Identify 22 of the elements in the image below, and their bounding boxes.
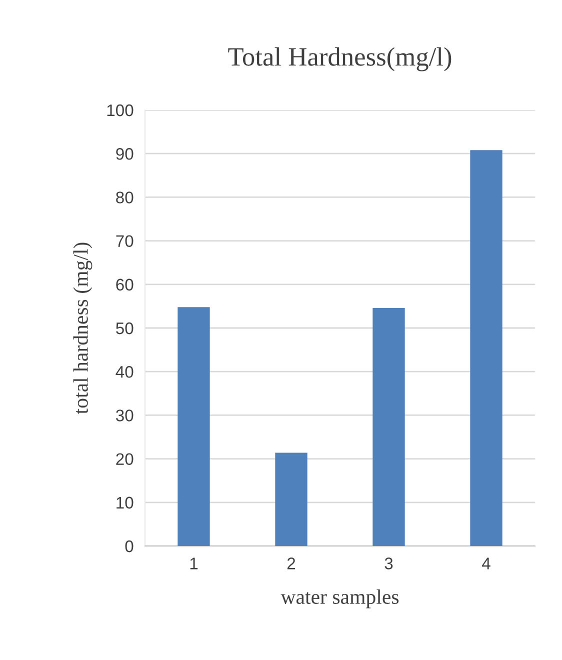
y-tick-label: 10 [116, 496, 134, 509]
y-tick-label: 50 [116, 322, 134, 334]
bar [178, 307, 210, 546]
y-tick-label: 100 [107, 104, 134, 116]
y-tick-label: 90 [116, 148, 134, 160]
y-tick-label: 40 [116, 366, 134, 378]
y-tick-label: 30 [116, 410, 134, 422]
bar [372, 308, 405, 546]
y-tick-label: 80 [116, 192, 134, 204]
y-tick-label: 60 [116, 278, 134, 291]
x-tick-label: 1 [190, 558, 198, 570]
bar [470, 150, 502, 546]
x-tick-label: 3 [384, 558, 393, 570]
y-tick-label: 0 [125, 540, 134, 552]
x-axis-title: water samples [280, 589, 399, 608]
y-axis-title: total hardness (mg/l) [73, 242, 92, 414]
bar [275, 452, 308, 546]
chart-title: Total Hardness(mg/l) [228, 47, 452, 72]
y-tick-label: 70 [116, 235, 134, 248]
x-tick-label: 4 [482, 558, 490, 570]
x-tick-label: 2 [287, 558, 296, 570]
y-tick-label: 20 [116, 453, 134, 466]
